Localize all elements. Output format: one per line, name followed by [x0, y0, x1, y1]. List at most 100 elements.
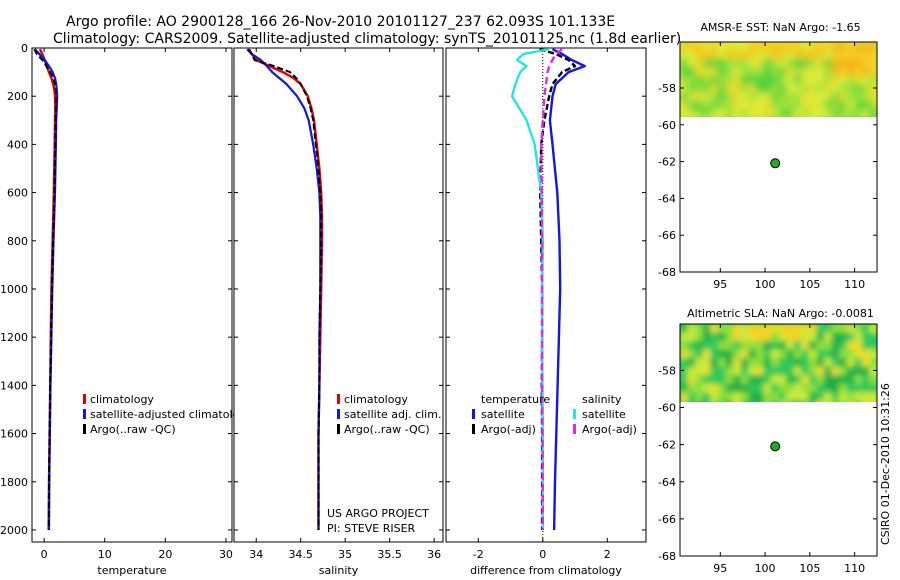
field-cell [786, 375, 795, 385]
field-cell [861, 324, 871, 334]
field-cell [770, 50, 780, 60]
y-tick-label: -62 [658, 439, 676, 452]
plot-frame-difference [445, 47, 647, 543]
field-cell [778, 92, 788, 103]
field-cell [710, 50, 719, 60]
x-axis-label: difference from climatology [470, 564, 622, 577]
field-cell [710, 366, 719, 377]
field-cell [680, 101, 689, 111]
field-cell [702, 109, 712, 117]
field-cell [854, 75, 863, 86]
x-tick-label: 105 [799, 278, 820, 291]
x-tick-label: 34.5 [288, 548, 313, 561]
field-cell [793, 375, 803, 385]
field-cell [740, 75, 750, 86]
y-tick-label: 2000 [0, 524, 28, 537]
field-cell [755, 92, 765, 103]
timestamp-side-text: CSIRO 01-Dec-2010 10:31:26 [879, 383, 892, 545]
field-cell [869, 341, 877, 351]
field-cell [778, 341, 788, 351]
field-cell [793, 392, 803, 402]
field-cell [748, 366, 757, 377]
y-tick-label: 600 [7, 187, 28, 200]
field-sst_map [680, 42, 877, 117]
field-cell [755, 366, 765, 377]
field-cell [710, 58, 719, 69]
y-tick-label: 400 [7, 138, 28, 151]
field-cell [846, 50, 856, 60]
y-tick-label: 800 [7, 235, 28, 248]
field-cell [702, 375, 712, 385]
field-cell [733, 101, 742, 111]
field-cell [680, 42, 689, 52]
field-cell [695, 324, 704, 334]
y-tick-label: -58 [658, 364, 676, 377]
field-cell [725, 332, 735, 343]
field-cell [778, 383, 788, 394]
field-cell [869, 392, 877, 402]
field-cell [763, 84, 772, 94]
x-tick-label: 110 [844, 562, 865, 575]
map-title: Altimetric SLA: NaN Argo: -0.0081 [687, 307, 874, 320]
field-cell [717, 50, 727, 60]
field-cell [763, 383, 772, 394]
legend-swatch [573, 409, 576, 419]
field-cell [861, 101, 871, 111]
field-cell [816, 375, 825, 385]
field-sla_map [680, 324, 877, 402]
legend-swatch [472, 424, 475, 434]
field-cell [702, 349, 712, 360]
field-cell [687, 109, 697, 117]
field-cell [839, 84, 848, 94]
field-cell [854, 42, 863, 52]
field-cell [861, 375, 871, 385]
field-cell [755, 58, 765, 69]
field-cell [725, 109, 735, 117]
field-cell [687, 324, 697, 334]
field-cell [846, 358, 856, 368]
field-cell [839, 383, 848, 394]
field-cell [846, 375, 856, 385]
field-cell [687, 341, 697, 351]
field-cell [695, 392, 704, 402]
field-cell [763, 341, 772, 351]
field-cell [710, 67, 719, 77]
field-cell [839, 358, 848, 368]
field-cell [717, 67, 727, 77]
map-sst_map: AMSR-E SST: NaN Argo: -1.65 -58 -60 -62 -64 -… [658, 21, 878, 291]
field-cell [839, 75, 848, 86]
field-cell [854, 366, 863, 377]
field-cell [763, 400, 772, 402]
field-cell [770, 392, 780, 402]
field-cell [778, 42, 788, 52]
field-cell [839, 42, 848, 52]
field-cell [748, 50, 757, 60]
field-cell [823, 341, 833, 351]
field-cell [733, 332, 742, 343]
field-cell [725, 92, 735, 103]
field-cell [861, 42, 871, 52]
field-cell [748, 75, 757, 86]
field-cell [710, 375, 719, 385]
field-cell [680, 75, 689, 86]
plot-frame-temperature [31, 47, 233, 543]
field-cell [846, 92, 856, 103]
field-cell [861, 75, 871, 86]
field-cell [861, 392, 871, 402]
field-cell [823, 101, 833, 111]
field-cell [702, 42, 712, 52]
field-cell [839, 67, 848, 77]
field-cell [869, 358, 877, 368]
field-cell [846, 75, 856, 86]
field-cell [808, 349, 818, 360]
field-cell [816, 324, 825, 334]
field-cell [786, 366, 795, 377]
field-cell [702, 341, 712, 351]
field-cell [680, 324, 689, 334]
field-cell [778, 332, 788, 343]
field-cell [801, 341, 810, 351]
pi-annotation: US ARGO PROJECT [327, 507, 429, 520]
field-cell [687, 92, 697, 103]
header-line2: Climatology: CARS2009. Satellite-adjuste… [53, 31, 681, 47]
field-cell [717, 332, 727, 343]
